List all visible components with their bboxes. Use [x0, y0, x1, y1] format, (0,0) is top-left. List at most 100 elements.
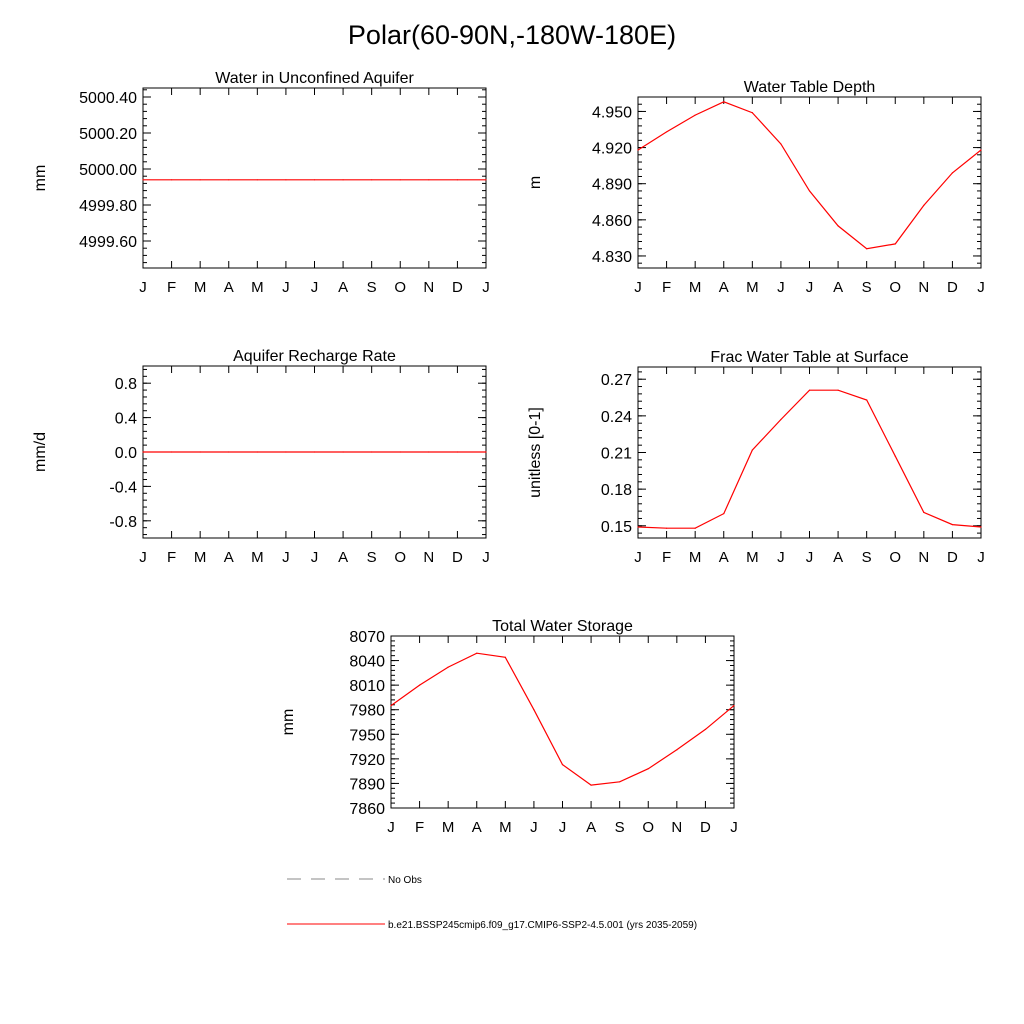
x-tick-label: M — [194, 549, 207, 566]
data-point — [923, 204, 925, 206]
data-point — [228, 451, 230, 453]
panel-title: Water in Unconfined Aquifer — [215, 70, 414, 87]
data-point — [837, 389, 839, 391]
data-point — [780, 418, 782, 421]
data-point — [256, 179, 258, 181]
y-tick-label: 7950 — [349, 727, 385, 744]
y-axis-label: unitless [0-1] — [527, 407, 544, 498]
data-point — [313, 179, 316, 181]
x-tick-label: J — [282, 279, 290, 296]
x-tick-label: J — [139, 279, 147, 296]
y-tick-label: 0.4 — [115, 411, 137, 428]
y-axis-label: mm — [32, 165, 49, 192]
y-tick-label: 8040 — [349, 654, 385, 671]
x-tick-label: A — [833, 549, 843, 566]
data-point — [256, 451, 258, 453]
x-tick-label: N — [671, 819, 682, 836]
data-point — [665, 131, 668, 133]
x-tick-label: M — [746, 279, 759, 296]
y-tick-label: 0.24 — [601, 409, 632, 426]
y-tick-label: 0.0 — [115, 445, 137, 462]
x-tick-label: O — [889, 279, 901, 296]
y-tick-label: 7890 — [349, 776, 385, 793]
x-tick-label: J — [730, 819, 738, 836]
data-point — [456, 451, 459, 453]
data-point — [808, 389, 811, 391]
x-tick-label: D — [452, 279, 463, 296]
x-tick-label: F — [662, 279, 671, 296]
series-line — [637, 101, 982, 250]
x-tick-label: F — [662, 549, 671, 566]
x-tick-label: A — [224, 279, 234, 296]
x-tick-label: F — [167, 549, 176, 566]
x-tick-label: J — [559, 819, 567, 836]
data-point — [142, 179, 144, 181]
x-tick-label: J — [482, 279, 490, 296]
x-tick-label: A — [586, 819, 596, 836]
y-axis-label: mm — [280, 709, 297, 736]
data-point — [751, 112, 753, 114]
y-tick-label: 4999.60 — [79, 234, 137, 251]
y-tick-label: 0.27 — [601, 372, 632, 389]
data-point — [399, 179, 401, 181]
data-point — [170, 179, 173, 181]
y-tick-label: 8070 — [349, 629, 385, 646]
x-tick-label: J — [806, 279, 814, 296]
y-tick-label: 4.860 — [592, 213, 632, 230]
x-tick-label: J — [282, 549, 290, 566]
x-tick-label: N — [423, 279, 434, 296]
y-tick-label: 5000.00 — [79, 162, 137, 179]
data-point — [590, 784, 592, 786]
data-point — [170, 451, 173, 453]
x-tick-label: A — [338, 549, 348, 566]
y-tick-label: 4.920 — [592, 141, 632, 158]
data-point — [808, 190, 811, 192]
data-point — [418, 684, 421, 686]
data-point — [676, 749, 678, 751]
panel-title: Aquifer Recharge Rate — [233, 348, 396, 365]
y-tick-label: 8010 — [349, 678, 385, 695]
data-point — [637, 149, 639, 151]
data-point — [447, 666, 449, 668]
data-point — [342, 179, 344, 181]
x-tick-label: A — [338, 279, 348, 296]
x-tick-label: M — [746, 549, 759, 566]
x-tick-label: S — [367, 279, 377, 296]
x-tick-label: A — [719, 549, 729, 566]
data-point — [866, 248, 868, 250]
series-line — [390, 652, 735, 786]
y-tick-label: 0.15 — [601, 519, 632, 536]
x-tick-label: M — [194, 279, 207, 296]
x-tick-label: J — [977, 279, 985, 296]
data-point — [390, 705, 392, 707]
data-point — [894, 243, 896, 245]
data-point — [142, 451, 144, 453]
data-point — [894, 455, 896, 457]
y-tick-label: -0.4 — [109, 479, 137, 496]
y-tick-label: 7860 — [349, 801, 385, 818]
x-tick-label: A — [224, 549, 234, 566]
x-tick-label: D — [947, 549, 958, 566]
data-point — [342, 451, 344, 453]
data-point — [647, 768, 649, 770]
data-point — [951, 523, 954, 526]
x-tick-label: M — [442, 819, 455, 836]
series-line — [637, 389, 982, 529]
x-tick-label: J — [634, 549, 642, 566]
data-point — [199, 179, 201, 181]
x-tick-label: S — [367, 549, 377, 566]
x-tick-label: J — [387, 819, 395, 836]
x-tick-label: J — [139, 549, 147, 566]
data-point — [637, 526, 639, 528]
data-point — [665, 527, 668, 529]
x-tick-label: J — [977, 549, 985, 566]
data-point — [456, 179, 459, 181]
data-point — [694, 114, 696, 116]
data-point — [980, 526, 982, 528]
data-point — [923, 511, 925, 513]
x-tick-label: J — [634, 279, 642, 296]
figure-title: Polar(60-90N,-180W-180E) — [347, 20, 677, 50]
x-tick-label: O — [642, 819, 654, 836]
